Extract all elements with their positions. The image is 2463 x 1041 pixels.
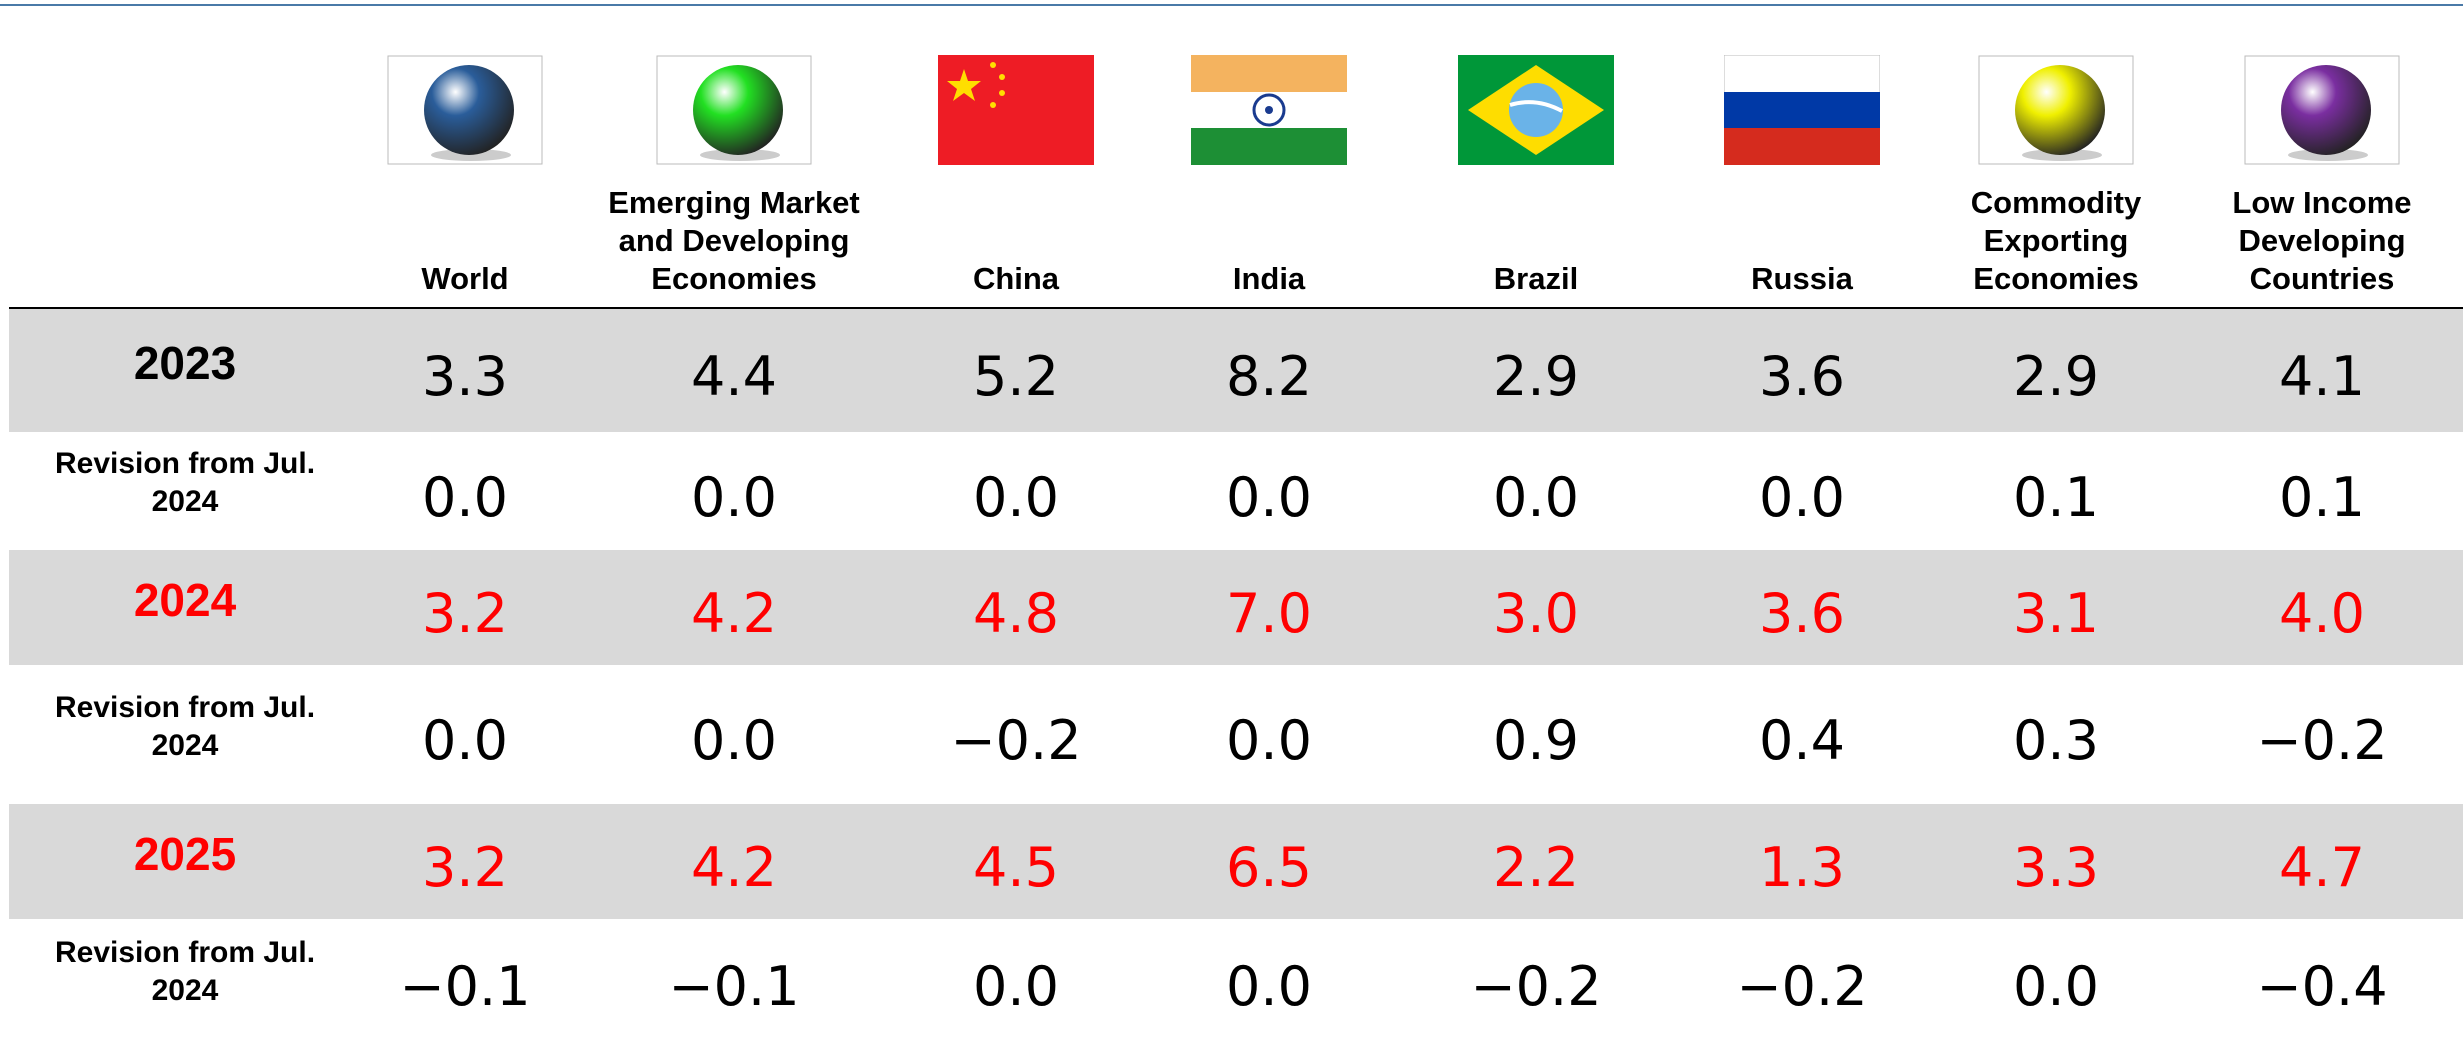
column-header: World <box>365 170 565 298</box>
flag-icon <box>1978 55 2134 165</box>
cell-value: −0.1 <box>614 925 854 1041</box>
cell-value: 0.0 <box>614 671 854 810</box>
cell-value: 4.0 <box>2202 556 2442 671</box>
cell-value: 0.0 <box>1936 925 2176 1041</box>
cell-value: 8.2 <box>1149 315 1389 438</box>
top-rule <box>0 4 2463 6</box>
flag-icon <box>1191 55 1347 165</box>
page: WorldEmerging Market and Developing Econ… <box>0 0 2463 1041</box>
cell-value: 3.1 <box>1936 556 2176 671</box>
cell-value: 0.0 <box>896 925 1136 1041</box>
flag-icon <box>656 55 812 165</box>
flag-graphic <box>387 55 543 165</box>
flag-icon <box>387 55 543 165</box>
cell-value: −0.2 <box>2202 671 2442 810</box>
cell-value: 0.0 <box>1682 438 1922 556</box>
column-header: Emerging Market and Developing Economies <box>594 170 874 298</box>
cell-value: 4.2 <box>614 810 854 925</box>
row-label: Revision from Jul. 2024 <box>40 911 330 1033</box>
cell-value: 2.9 <box>1416 315 1656 438</box>
flag-graphic <box>656 55 812 165</box>
column-header: Russia <box>1702 170 1902 298</box>
column-header: Low Income Developing Countries <box>2222 170 2422 298</box>
cell-value: 2.9 <box>1936 315 2176 438</box>
cell-value: 0.3 <box>1936 671 2176 810</box>
flag-graphic <box>938 55 1094 165</box>
flag-graphic <box>1458 55 1614 165</box>
cell-value: 4.1 <box>2202 315 2442 438</box>
cell-value: 3.3 <box>345 315 585 438</box>
flag-icon <box>938 55 1094 165</box>
cell-value: 0.0 <box>1149 438 1389 556</box>
column-header: China <box>916 170 1116 298</box>
cell-value: −0.1 <box>345 925 585 1041</box>
cell-value: 3.6 <box>1682 315 1922 438</box>
flag-icon <box>1724 55 1880 165</box>
cell-value: 4.8 <box>896 556 1136 671</box>
cell-value: 0.0 <box>1149 671 1389 810</box>
cell-value: −0.4 <box>2202 925 2442 1041</box>
cell-value: 0.1 <box>1936 438 2176 556</box>
cell-value: 4.5 <box>896 810 1136 925</box>
row-label: Revision from Jul. 2024 <box>40 424 330 542</box>
cell-value: 0.4 <box>1682 671 1922 810</box>
cell-value: 3.3 <box>1936 810 2176 925</box>
cell-value: 0.0 <box>614 438 854 556</box>
cell-value: 0.1 <box>2202 438 2442 556</box>
cell-value: 4.2 <box>614 556 854 671</box>
cell-value: 4.4 <box>614 315 854 438</box>
row-label: 2023 <box>40 301 330 424</box>
cell-value: 0.9 <box>1416 671 1656 810</box>
cell-value: 0.0 <box>896 438 1136 556</box>
flag-graphic <box>1724 55 1880 165</box>
cell-value: 5.2 <box>896 315 1136 438</box>
column-header: India <box>1169 170 1369 298</box>
cell-value: 3.2 <box>345 556 585 671</box>
cell-value: 0.0 <box>345 438 585 556</box>
cell-value: 2.2 <box>1416 810 1656 925</box>
cell-value: 3.2 <box>345 810 585 925</box>
cell-value: 0.0 <box>1416 438 1656 556</box>
cell-value: 0.0 <box>345 671 585 810</box>
cell-value: 3.6 <box>1682 556 1922 671</box>
flag-graphic <box>1978 55 2134 165</box>
cell-value: −0.2 <box>896 671 1136 810</box>
cell-value: 4.7 <box>2202 810 2442 925</box>
column-header: Brazil <box>1436 170 1636 298</box>
row-label: 2024 <box>40 542 330 657</box>
column-header: Commodity Exporting Economies <box>1956 170 2156 298</box>
row-label: Revision from Jul. 2024 <box>40 657 330 796</box>
row-label: 2025 <box>40 796 330 911</box>
flag-icon <box>2244 55 2400 165</box>
flag-icon <box>1458 55 1614 165</box>
flag-graphic <box>2244 55 2400 165</box>
cell-value: 3.0 <box>1416 556 1656 671</box>
cell-value: 6.5 <box>1149 810 1389 925</box>
cell-value: −0.2 <box>1416 925 1656 1041</box>
flag-graphic <box>1191 55 1347 165</box>
cell-value: 0.0 <box>1149 925 1389 1041</box>
cell-value: 7.0 <box>1149 556 1389 671</box>
cell-value: −0.2 <box>1682 925 1922 1041</box>
cell-value: 1.3 <box>1682 810 1922 925</box>
